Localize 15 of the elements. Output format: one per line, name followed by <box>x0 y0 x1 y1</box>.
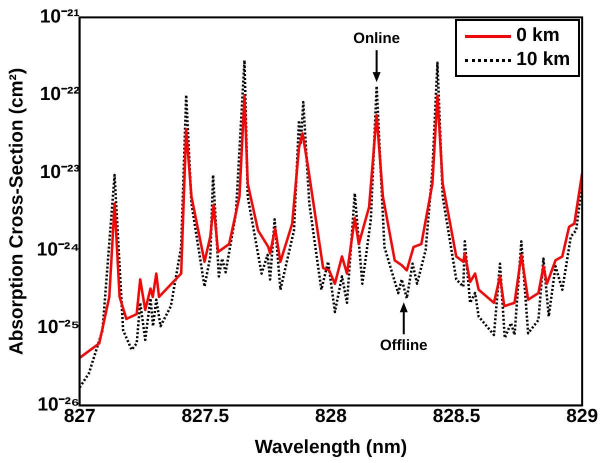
legend-label: 10 km <box>516 48 570 72</box>
y-tick-label: 10⁻²³ <box>40 162 80 183</box>
y-tick-label: 10⁻²⁴ <box>36 239 80 260</box>
y-axis-title: Absorption Cross-Section (cm²) <box>6 68 28 355</box>
y-tick-label: 10⁻²¹ <box>40 6 80 28</box>
x-axis-title: Wavelength (nm) <box>254 436 408 458</box>
x-tick-label: 828.5 <box>432 406 481 428</box>
legend-label: 0 km <box>516 24 560 48</box>
x-tick-label: 827.5 <box>182 406 230 428</box>
x-tick-label: 828 <box>315 406 347 428</box>
y-tick-label: 10⁻²⁵ <box>37 317 80 338</box>
x-tick-label: 829 <box>566 406 598 428</box>
annotation: Online <box>353 30 400 47</box>
annotation: Offline <box>380 336 428 354</box>
y-tick-label: 10⁻²² <box>40 84 80 106</box>
